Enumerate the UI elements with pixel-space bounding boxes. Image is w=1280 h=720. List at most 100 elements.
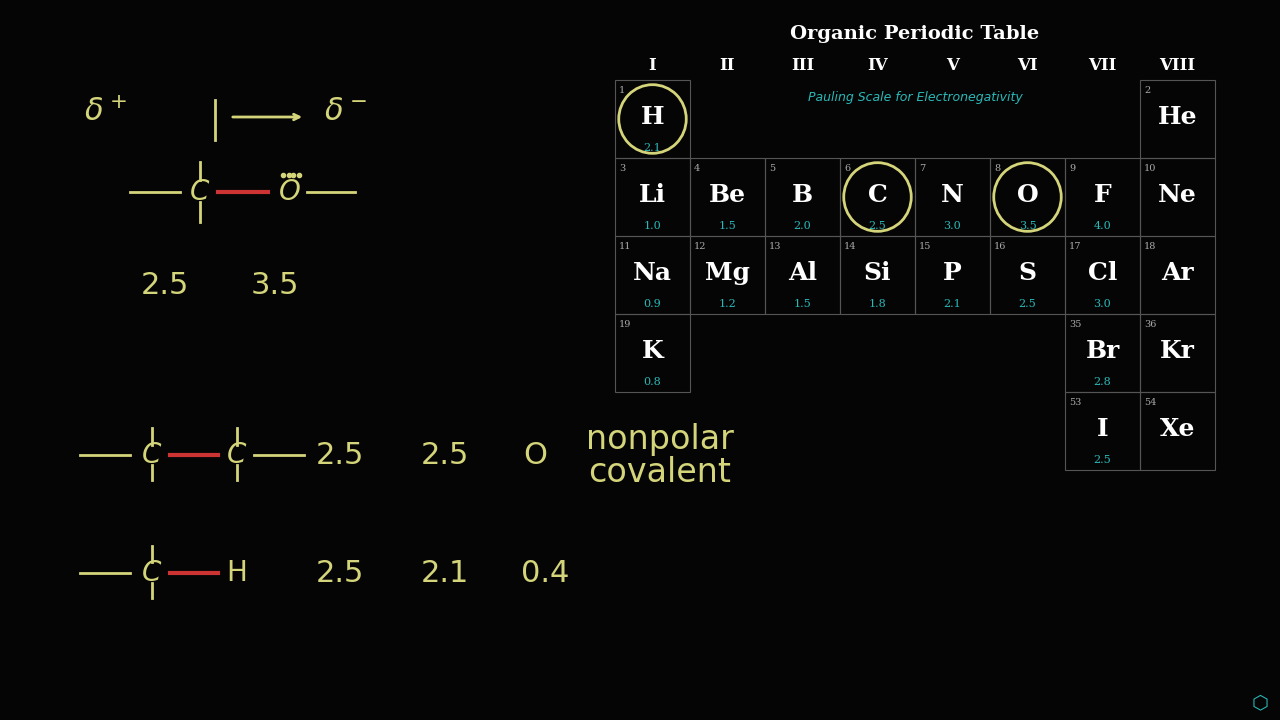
Text: 54: 54 bbox=[1144, 398, 1156, 407]
Text: C: C bbox=[868, 183, 887, 207]
Text: Cl: Cl bbox=[1088, 261, 1117, 285]
Text: 1.0: 1.0 bbox=[644, 221, 662, 231]
Text: 4.0: 4.0 bbox=[1093, 221, 1111, 231]
Bar bbox=[1065, 236, 1140, 314]
Text: P: P bbox=[943, 261, 961, 285]
Text: 2.1: 2.1 bbox=[943, 299, 961, 309]
Text: 0.9: 0.9 bbox=[644, 299, 662, 309]
Text: 15: 15 bbox=[919, 242, 932, 251]
Text: N: N bbox=[941, 183, 964, 207]
Text: Br: Br bbox=[1085, 339, 1120, 363]
Text: III: III bbox=[791, 56, 814, 73]
Text: Xe: Xe bbox=[1160, 417, 1196, 441]
Bar bbox=[1065, 314, 1140, 392]
Text: VII: VII bbox=[1088, 56, 1116, 73]
Text: V: V bbox=[946, 56, 959, 73]
Text: Ar: Ar bbox=[1161, 261, 1194, 285]
Text: F: F bbox=[1093, 183, 1111, 207]
Bar bbox=[915, 158, 989, 236]
Text: nonpolar: nonpolar bbox=[586, 423, 733, 456]
Text: 2.0: 2.0 bbox=[794, 221, 812, 231]
Text: O: O bbox=[279, 178, 301, 206]
Text: 2: 2 bbox=[1144, 86, 1151, 95]
Text: H: H bbox=[641, 105, 664, 129]
Text: 2.5: 2.5 bbox=[421, 441, 470, 469]
Text: 6: 6 bbox=[844, 164, 850, 173]
Text: 36: 36 bbox=[1144, 320, 1156, 329]
Text: 2.1: 2.1 bbox=[421, 559, 470, 588]
Bar bbox=[614, 236, 690, 314]
Bar bbox=[765, 158, 840, 236]
Text: 2.5: 2.5 bbox=[869, 221, 886, 231]
Text: VI: VI bbox=[1018, 56, 1038, 73]
Text: Al: Al bbox=[788, 261, 817, 285]
Bar bbox=[840, 158, 915, 236]
Text: Li: Li bbox=[639, 183, 666, 207]
Text: 0.4: 0.4 bbox=[521, 559, 570, 588]
Text: K: K bbox=[641, 339, 663, 363]
Text: Organic Periodic Table: Organic Periodic Table bbox=[791, 25, 1039, 43]
Bar bbox=[1065, 392, 1140, 470]
Text: Mg: Mg bbox=[705, 261, 750, 285]
Text: 1: 1 bbox=[620, 86, 625, 95]
Bar bbox=[690, 158, 765, 236]
Text: 4: 4 bbox=[694, 164, 700, 173]
Text: He: He bbox=[1157, 105, 1197, 129]
Bar bbox=[1140, 236, 1215, 314]
Text: Ne: Ne bbox=[1158, 183, 1197, 207]
Bar bbox=[989, 158, 1065, 236]
Text: S: S bbox=[1019, 261, 1037, 285]
Text: 7: 7 bbox=[919, 164, 925, 173]
Text: 35: 35 bbox=[1069, 320, 1082, 329]
Text: H: H bbox=[227, 559, 247, 587]
Text: O: O bbox=[524, 441, 547, 469]
Bar bbox=[1140, 314, 1215, 392]
Text: I: I bbox=[649, 56, 657, 73]
Text: $\delta^+$: $\delta^+$ bbox=[83, 97, 127, 127]
Text: 3: 3 bbox=[620, 164, 625, 173]
Bar bbox=[1140, 80, 1215, 158]
Text: C: C bbox=[191, 178, 210, 206]
Text: 8: 8 bbox=[995, 164, 1000, 173]
Text: B: B bbox=[792, 183, 813, 207]
Text: C: C bbox=[142, 441, 161, 469]
Text: ⬡: ⬡ bbox=[1252, 693, 1268, 713]
Text: 2.5: 2.5 bbox=[1093, 455, 1111, 465]
Text: I: I bbox=[1097, 417, 1108, 441]
Text: IV: IV bbox=[867, 56, 888, 73]
Bar bbox=[1140, 392, 1215, 470]
Text: 1.5: 1.5 bbox=[794, 299, 812, 309]
Bar bbox=[614, 80, 690, 158]
Text: 2.8: 2.8 bbox=[1093, 377, 1111, 387]
Text: Be: Be bbox=[709, 183, 746, 207]
Text: 12: 12 bbox=[694, 242, 707, 251]
Text: 3.5: 3.5 bbox=[1019, 221, 1037, 231]
Bar bbox=[1065, 158, 1140, 236]
Text: 13: 13 bbox=[769, 242, 782, 251]
Text: 1.2: 1.2 bbox=[718, 299, 736, 309]
Bar bbox=[840, 236, 915, 314]
Text: 10: 10 bbox=[1144, 164, 1156, 173]
Bar bbox=[915, 236, 989, 314]
Text: 2.5: 2.5 bbox=[1019, 299, 1037, 309]
Text: C: C bbox=[228, 441, 247, 469]
Text: Kr: Kr bbox=[1160, 339, 1196, 363]
Text: 2.5: 2.5 bbox=[316, 441, 365, 469]
Text: Si: Si bbox=[864, 261, 891, 285]
Text: 53: 53 bbox=[1069, 398, 1082, 407]
Text: 1.8: 1.8 bbox=[869, 299, 886, 309]
Text: 16: 16 bbox=[995, 242, 1006, 251]
Bar bbox=[690, 236, 765, 314]
Bar bbox=[614, 314, 690, 392]
Text: O: O bbox=[1016, 183, 1038, 207]
Text: 3.0: 3.0 bbox=[1093, 299, 1111, 309]
Text: covalent: covalent bbox=[589, 456, 731, 488]
Text: 14: 14 bbox=[844, 242, 856, 251]
Text: Pauling Scale for Electronegativity: Pauling Scale for Electronegativity bbox=[808, 91, 1023, 104]
Text: 5: 5 bbox=[769, 164, 776, 173]
Text: 0.8: 0.8 bbox=[644, 377, 662, 387]
Text: 3.0: 3.0 bbox=[943, 221, 961, 231]
Bar bbox=[765, 236, 840, 314]
Text: VIII: VIII bbox=[1160, 56, 1196, 73]
Text: 19: 19 bbox=[620, 320, 631, 329]
